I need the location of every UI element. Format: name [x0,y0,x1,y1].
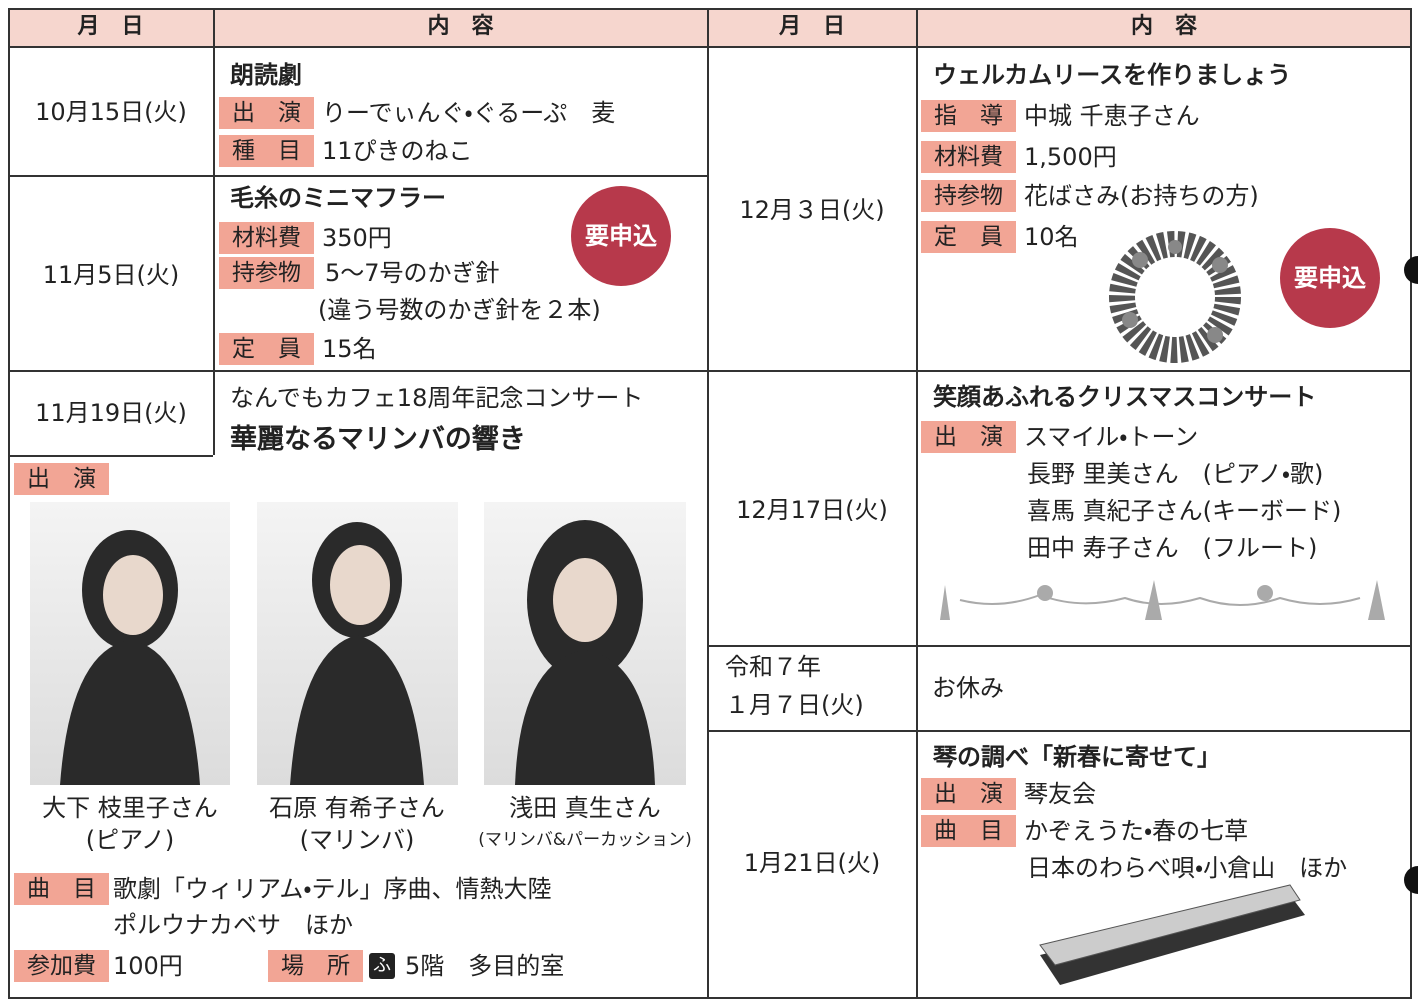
text: 5階 多目的室 [405,952,565,980]
text: 1,500円 [1024,143,1117,171]
rule [8,46,1412,48]
title: 朗読劇 [230,61,302,89]
label: 材料費 [219,222,314,254]
date: 12月３日(火) [739,196,885,224]
text: お休み [932,674,1004,702]
subtitle: なんでもカフェ18周年記念コンサート [230,384,644,412]
header: 内 容 [1130,14,1197,39]
rule [8,455,213,457]
title: ウェルカムリースを作りましょう [933,61,1292,89]
text: 15名 [322,335,377,363]
rule [707,8,709,999]
date: 12月17日(火) [736,496,888,524]
text: 100円 [113,952,183,980]
text: 歌劇「ウィリアム・テル」序曲、情熱大陸 [113,875,552,903]
performer-role: (マリンバ) [299,826,415,854]
label: 材料費 [921,141,1016,173]
text: 長野 里美さん (ピアノ・歌) [1027,460,1324,488]
label: 場 所 [268,950,363,982]
text: 田中 寿子さん (フルート) [1027,534,1318,562]
label: 曲 目 [921,815,1016,847]
badge: 要申込 [571,186,671,286]
text: ポルウナカベサ ほか [113,911,353,939]
title: 琴の調べ「新春に寄せて」 [933,743,1221,771]
performer-role: (ピアノ) [85,826,175,854]
text: かぞえうた・春の七草 [1024,817,1249,845]
rule [8,8,10,999]
performer-role: (マリンバ&パーカッション) [478,830,692,850]
text: 5〜7号のかぎ針 [325,259,500,287]
label: 種 目 [219,135,314,167]
date: 10月15日(火) [35,98,187,126]
header: 内 容 [427,14,494,39]
text: 10名 [1024,223,1079,251]
performer-name: 石原 有希子さん [269,794,445,822]
rule [8,370,708,372]
label: 指 導 [921,100,1016,132]
label: 曲 目 [14,873,109,905]
label: 持参物 [921,180,1016,212]
date: 令和７年 [725,653,821,681]
date: 11月19日(火) [35,399,187,427]
performer-name: 大下 枝里子さん [42,794,218,822]
text: 中城 千恵子さん [1024,102,1200,130]
text: 11ぴきのねこ [322,137,473,165]
rule [708,645,1412,647]
rule [8,8,1412,10]
title: 毛糸のミニマフラー [230,184,446,212]
header-bg [8,8,1412,46]
header: 月 日 [77,14,144,39]
date: 1月21日(火) [743,849,881,877]
rule [1410,8,1412,999]
text: りーでぃんぐ・ぐるーぷ 麦 [322,99,616,127]
label: 参加費 [14,950,109,982]
label: 出 演 [921,421,1016,453]
performer-name: 浅田 真生さん [509,794,661,822]
label: 出 演 [921,778,1016,810]
rule [916,8,918,999]
label: 出 演 [14,463,109,495]
badge: 要申込 [1280,228,1380,328]
label: 出 演 [219,97,314,129]
title: 華麗なるマリンバの響き [230,424,526,455]
rule [708,730,1412,732]
text: 花ばさみ(お持ちの方) [1024,182,1259,210]
text: 琴友会 [1024,780,1096,808]
date: １月７日(火) [725,691,864,719]
label: 持参物 [219,257,314,289]
rule [213,8,215,455]
text: 喜馬 真紀子さん(キーボード) [1027,497,1342,525]
text: (違う号数のかぎ針を２本) [318,296,601,324]
text: 日本のわらべ唄・小倉山 ほか [1027,854,1348,882]
icon: ふ [369,953,395,979]
header: 月 日 [778,14,845,39]
text: 350円 [322,224,392,252]
title: 笑顔あふれるクリスマスコンサート [933,383,1317,411]
label: 定 員 [921,221,1016,253]
text: スマイル・トーン [1024,423,1199,451]
rule [8,175,708,177]
rule [708,370,1412,372]
date: 11月5日(火) [42,261,180,289]
rule [8,997,1412,999]
label: 定 員 [219,333,314,365]
